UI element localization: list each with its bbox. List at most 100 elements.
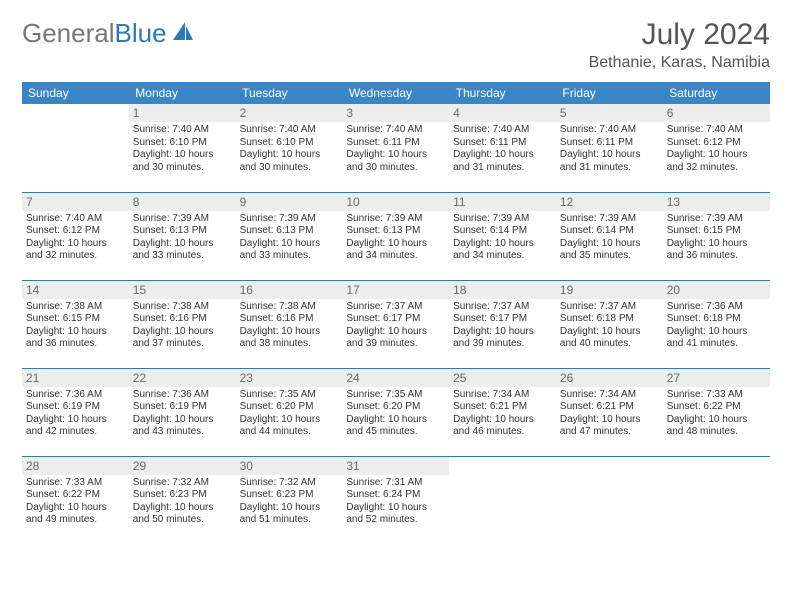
daylight-line: Daylight: 10 hours and 32 minutes.: [667, 149, 766, 174]
day-info: Sunrise: 7:36 AMSunset: 6:19 PMDaylight:…: [22, 387, 129, 443]
daylight-line: Daylight: 10 hours and 33 minutes.: [240, 238, 339, 263]
date-number: 17: [342, 281, 449, 299]
day-info: Sunrise: 7:35 AMSunset: 6:20 PMDaylight:…: [236, 387, 343, 443]
daylight-line: Daylight: 10 hours and 44 minutes.: [240, 414, 339, 439]
date-number: 26: [556, 369, 663, 387]
sunset-line: Sunset: 6:19 PM: [133, 401, 232, 414]
sunrise-line: Sunrise: 7:38 AM: [26, 301, 125, 314]
date-number: 10: [342, 193, 449, 211]
sunset-line: Sunset: 6:18 PM: [560, 313, 659, 326]
day-info: Sunrise: 7:40 AMSunset: 6:12 PMDaylight:…: [22, 211, 129, 267]
day-info: Sunrise: 7:40 AMSunset: 6:11 PMDaylight:…: [556, 122, 663, 178]
week-row: 1Sunrise: 7:40 AMSunset: 6:10 PMDaylight…: [22, 104, 770, 192]
sunrise-line: Sunrise: 7:40 AM: [453, 124, 552, 137]
daylight-line: Daylight: 10 hours and 42 minutes.: [26, 414, 125, 439]
sunrise-line: Sunrise: 7:36 AM: [26, 389, 125, 402]
day-info: Sunrise: 7:34 AMSunset: 6:21 PMDaylight:…: [556, 387, 663, 443]
sunset-line: Sunset: 6:23 PM: [240, 489, 339, 502]
daylight-line: Daylight: 10 hours and 30 minutes.: [346, 149, 445, 174]
day-info: Sunrise: 7:36 AMSunset: 6:18 PMDaylight:…: [663, 299, 770, 355]
sunset-line: Sunset: 6:18 PM: [667, 313, 766, 326]
sail-icon: [171, 18, 197, 49]
day-info: Sunrise: 7:37 AMSunset: 6:17 PMDaylight:…: [342, 299, 449, 355]
day-info: Sunrise: 7:34 AMSunset: 6:21 PMDaylight:…: [449, 387, 556, 443]
date-number: 13: [663, 193, 770, 211]
daylight-line: Daylight: 10 hours and 43 minutes.: [133, 414, 232, 439]
day-info: Sunrise: 7:32 AMSunset: 6:23 PMDaylight:…: [129, 475, 236, 531]
day-cell: 29Sunrise: 7:32 AMSunset: 6:23 PMDayligh…: [129, 456, 236, 544]
day-cell: [449, 456, 556, 544]
sunrise-line: Sunrise: 7:38 AM: [133, 301, 232, 314]
daylight-line: Daylight: 10 hours and 41 minutes.: [667, 326, 766, 351]
sunset-line: Sunset: 6:21 PM: [453, 401, 552, 414]
day-cell: 5Sunrise: 7:40 AMSunset: 6:11 PMDaylight…: [556, 104, 663, 192]
day-cell: 9Sunrise: 7:39 AMSunset: 6:13 PMDaylight…: [236, 192, 343, 280]
date-number: 3: [342, 104, 449, 122]
sunset-line: Sunset: 6:11 PM: [560, 137, 659, 150]
week-row: 7Sunrise: 7:40 AMSunset: 6:12 PMDaylight…: [22, 192, 770, 280]
dayname: Sunday: [22, 82, 129, 104]
dayname: Wednesday: [342, 82, 449, 104]
sunrise-line: Sunrise: 7:33 AM: [667, 389, 766, 402]
day-cell: 7Sunrise: 7:40 AMSunset: 6:12 PMDaylight…: [22, 192, 129, 280]
date-number: 20: [663, 281, 770, 299]
header: GeneralBlue July 2024 Bethanie, Karas, N…: [22, 18, 770, 72]
day-info: Sunrise: 7:36 AMSunset: 6:19 PMDaylight:…: [129, 387, 236, 443]
sunrise-line: Sunrise: 7:39 AM: [667, 213, 766, 226]
date-number: 5: [556, 104, 663, 122]
sunset-line: Sunset: 6:15 PM: [26, 313, 125, 326]
day-cell: 2Sunrise: 7:40 AMSunset: 6:10 PMDaylight…: [236, 104, 343, 192]
sunrise-line: Sunrise: 7:39 AM: [346, 213, 445, 226]
sunrise-line: Sunrise: 7:31 AM: [346, 477, 445, 490]
title-block: July 2024 Bethanie, Karas, Namibia: [589, 18, 770, 72]
sunrise-line: Sunrise: 7:39 AM: [133, 213, 232, 226]
sunrise-line: Sunrise: 7:32 AM: [240, 477, 339, 490]
daylight-line: Daylight: 10 hours and 52 minutes.: [346, 502, 445, 527]
date-number: 4: [449, 104, 556, 122]
day-cell: 22Sunrise: 7:36 AMSunset: 6:19 PMDayligh…: [129, 368, 236, 456]
day-info: Sunrise: 7:39 AMSunset: 6:15 PMDaylight:…: [663, 211, 770, 267]
day-info: Sunrise: 7:38 AMSunset: 6:16 PMDaylight:…: [129, 299, 236, 355]
day-cell: 23Sunrise: 7:35 AMSunset: 6:20 PMDayligh…: [236, 368, 343, 456]
sunset-line: Sunset: 6:12 PM: [667, 137, 766, 150]
sunrise-line: Sunrise: 7:34 AM: [560, 389, 659, 402]
sunrise-line: Sunrise: 7:38 AM: [240, 301, 339, 314]
daylight-line: Daylight: 10 hours and 34 minutes.: [453, 238, 552, 263]
date-number: 27: [663, 369, 770, 387]
daylight-line: Daylight: 10 hours and 45 minutes.: [346, 414, 445, 439]
sunrise-line: Sunrise: 7:40 AM: [346, 124, 445, 137]
date-number: 8: [129, 193, 236, 211]
day-cell: [663, 456, 770, 544]
day-info: Sunrise: 7:40 AMSunset: 6:10 PMDaylight:…: [236, 122, 343, 178]
sunset-line: Sunset: 6:24 PM: [346, 489, 445, 502]
day-cell: 18Sunrise: 7:37 AMSunset: 6:17 PMDayligh…: [449, 280, 556, 368]
daylight-line: Daylight: 10 hours and 36 minutes.: [26, 326, 125, 351]
date-number: 25: [449, 369, 556, 387]
date-number: 14: [22, 281, 129, 299]
date-number: 7: [22, 193, 129, 211]
sunrise-line: Sunrise: 7:40 AM: [560, 124, 659, 137]
day-info: Sunrise: 7:39 AMSunset: 6:13 PMDaylight:…: [342, 211, 449, 267]
day-cell: 13Sunrise: 7:39 AMSunset: 6:15 PMDayligh…: [663, 192, 770, 280]
daylight-line: Daylight: 10 hours and 49 minutes.: [26, 502, 125, 527]
date-number: 21: [22, 369, 129, 387]
day-cell: 19Sunrise: 7:37 AMSunset: 6:18 PMDayligh…: [556, 280, 663, 368]
daylight-line: Daylight: 10 hours and 31 minutes.: [453, 149, 552, 174]
daylight-line: Daylight: 10 hours and 36 minutes.: [667, 238, 766, 263]
sunset-line: Sunset: 6:20 PM: [240, 401, 339, 414]
sunset-line: Sunset: 6:10 PM: [133, 137, 232, 150]
sunrise-line: Sunrise: 7:37 AM: [560, 301, 659, 314]
day-info: Sunrise: 7:39 AMSunset: 6:13 PMDaylight:…: [129, 211, 236, 267]
sunrise-line: Sunrise: 7:39 AM: [453, 213, 552, 226]
sunrise-line: Sunrise: 7:39 AM: [240, 213, 339, 226]
day-info: Sunrise: 7:38 AMSunset: 6:16 PMDaylight:…: [236, 299, 343, 355]
daylight-line: Daylight: 10 hours and 39 minutes.: [346, 326, 445, 351]
location: Bethanie, Karas, Namibia: [589, 54, 770, 72]
date-number: 28: [22, 457, 129, 475]
day-cell: 15Sunrise: 7:38 AMSunset: 6:16 PMDayligh…: [129, 280, 236, 368]
sunrise-line: Sunrise: 7:40 AM: [667, 124, 766, 137]
daylight-line: Daylight: 10 hours and 32 minutes.: [26, 238, 125, 263]
sunset-line: Sunset: 6:11 PM: [453, 137, 552, 150]
dayname: Thursday: [449, 82, 556, 104]
sunset-line: Sunset: 6:11 PM: [346, 137, 445, 150]
